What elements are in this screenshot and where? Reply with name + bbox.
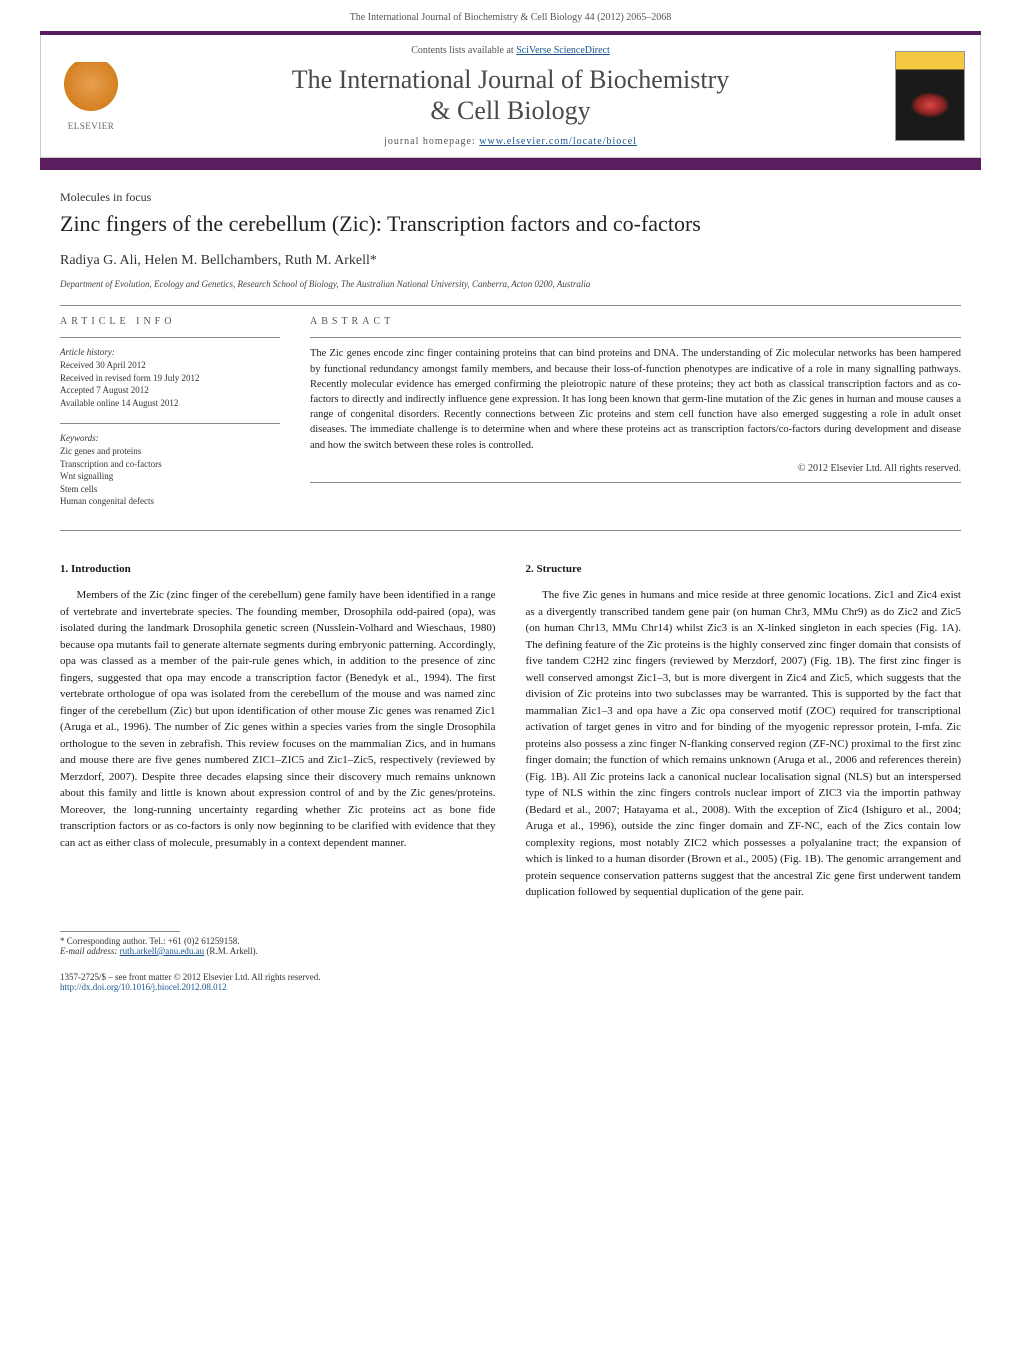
divider [310,482,961,483]
info-heading: ARTICLE INFO [60,316,280,327]
abstract-heading: ABSTRACT [310,316,961,327]
contents-prefix: Contents lists available at [411,45,516,56]
body-columns: 1. Introduction Members of the Zic (zinc… [60,561,961,901]
issn-line: 1357-2725/$ – see front matter © 2012 El… [60,972,961,982]
keyword: Human congenital defects [60,495,280,508]
keywords-block: Keywords: Zic genes and proteins Transcr… [60,432,280,508]
footer-block: * Corresponding author. Tel.: +61 (0)2 6… [60,931,961,992]
divider [60,305,961,306]
email-line: E-mail address: ruth.arkell@anu.edu.au (… [60,946,961,956]
right-column: 2. Structure The five Zic genes in human… [526,561,962,901]
keyword: Zic genes and proteins [60,445,280,458]
elsevier-logo: ELSEVIER [56,56,126,136]
journal-line1: The International Journal of Biochemistr… [292,65,730,94]
elsevier-label: ELSEVIER [68,121,115,131]
homepage-prefix: journal homepage: [384,136,479,147]
divider [310,337,961,338]
journal-line2: & Cell Biology [430,96,590,125]
journal-cover-thumb [895,51,965,141]
keyword: Stem cells [60,483,280,496]
keywords-label: Keywords: [60,432,280,445]
article-history: Article history: Received 30 April 2012 … [60,346,280,409]
history-line: Received in revised form 19 July 2012 [60,372,280,385]
running-head: The International Journal of Biochemistr… [0,0,1021,31]
affiliation: Department of Evolution, Ecology and Gen… [60,279,961,289]
left-column: 1. Introduction Members of the Zic (zinc… [60,561,496,901]
journal-meta-box: ELSEVIER Contents lists available at Sci… [40,35,981,158]
article-type: Molecules in focus [60,190,961,205]
keyword: Transcription and co-factors [60,458,280,471]
doi-link[interactable]: http://dx.doi.org/10.1016/j.biocel.2012.… [60,982,961,992]
meta-center: Contents lists available at SciVerse Sci… [141,45,880,147]
journal-name: The International Journal of Biochemistr… [141,64,880,126]
keyword: Wnt signalling [60,470,280,483]
info-abstract-row: ARTICLE INFO Article history: Received 3… [60,316,961,522]
homepage-link[interactable]: www.elsevier.com/locate/biocel [479,136,637,147]
section-2-body: The five Zic genes in humans and mice re… [526,587,962,901]
elsevier-tree-icon [61,62,121,117]
homepage-line: journal homepage: www.elsevier.com/locat… [141,136,880,147]
history-label: Article history: [60,346,280,359]
history-line: Received 30 April 2012 [60,359,280,372]
article-front: Molecules in focus Zinc fingers of the c… [60,190,961,531]
section-1-body: Members of the Zic (zinc finger of the c… [60,587,496,851]
article-info-col: ARTICLE INFO Article history: Received 3… [60,316,280,522]
email-label: E-mail address: [60,946,120,956]
author-list: Radiya G. Ali, Helen M. Bellchambers, Ru… [60,253,961,269]
contents-line: Contents lists available at SciVerse Sci… [141,45,880,56]
sciencedirect-link[interactable]: SciVerse ScienceDirect [516,45,610,56]
divider [60,337,280,338]
abstract-col: ABSTRACT The Zic genes encode zinc finge… [310,316,961,522]
abstract-copyright: © 2012 Elsevier Ltd. All rights reserved… [310,463,961,474]
bottom-brand-bar [40,158,981,170]
history-line: Available online 14 August 2012 [60,397,280,410]
corresponding-author: * Corresponding author. Tel.: +61 (0)2 6… [60,936,961,946]
footer-divider [60,931,180,932]
history-line: Accepted 7 August 2012 [60,384,280,397]
abstract-text: The Zic genes encode zinc finger contain… [310,346,961,453]
divider [60,530,961,531]
section-1-title: 1. Introduction [60,561,496,578]
section-2-title: 2. Structure [526,561,962,578]
article-title: Zinc fingers of the cerebellum (Zic): Tr… [60,211,961,237]
email-link[interactable]: ruth.arkell@anu.edu.au [120,946,205,956]
divider [60,423,280,424]
email-suffix: (R.M. Arkell). [204,946,258,956]
